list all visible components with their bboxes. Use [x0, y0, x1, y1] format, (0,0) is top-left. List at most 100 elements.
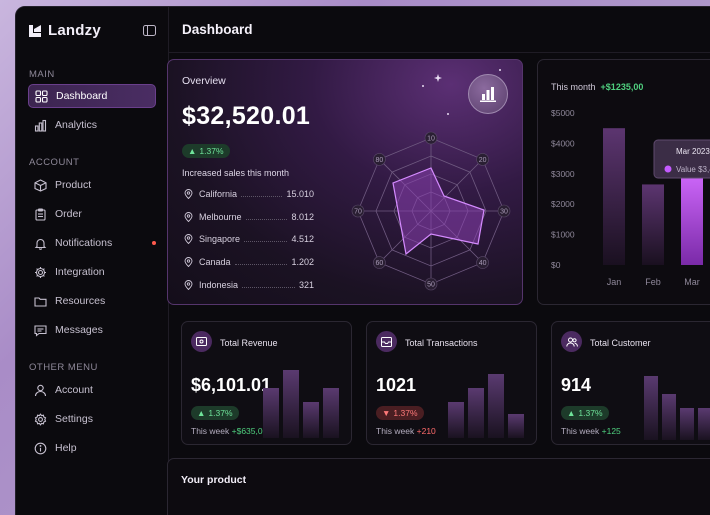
brand-name: Landzy — [48, 22, 101, 39]
stat-value: 1021 — [376, 375, 417, 395]
stat-card-customers: Total Customer 914 ▲ 1.37% This week +125 — [551, 321, 710, 445]
sidebar-collapse-icon[interactable] — [143, 25, 156, 36]
week-value: +210 — [416, 426, 436, 436]
mini-bar — [698, 408, 710, 440]
radar-tick-60: 60 — [376, 260, 384, 267]
box-icon — [34, 178, 47, 192]
location-row: Singapore 4.512 — [184, 232, 314, 246]
mini-bar — [323, 388, 339, 438]
sidebar-item-label: Messages — [55, 324, 103, 336]
sparkles-decoration — [422, 69, 501, 115]
sidebar-item-label: Product — [55, 179, 92, 191]
location-value: 1.202 — [291, 257, 314, 267]
x-tick-label: Mar — [684, 277, 700, 287]
chart-badge[interactable] — [468, 74, 508, 114]
sidebar-item-messages[interactable]: Messages — [28, 318, 156, 342]
sidebar-item-product[interactable]: Product — [28, 173, 156, 197]
info-icon — [34, 442, 47, 454]
x-tick-label: Feb — [645, 277, 661, 287]
stat-change: 1.37% — [208, 408, 233, 418]
location-name: Canada — [199, 257, 231, 267]
chart-bar[interactable] — [642, 184, 664, 265]
y-tick-label: $5000 — [551, 108, 575, 118]
sidebar-item-help[interactable]: Help — [28, 436, 156, 460]
sidebar-item-resources[interactable]: Resources — [28, 289, 156, 313]
bar-chart-icon — [480, 87, 496, 102]
y-tick-label: $3000 — [551, 169, 575, 179]
inbox-icon — [376, 331, 397, 352]
map-pin-icon — [184, 234, 193, 244]
sidebar-item-analytics[interactable]: Analytics — [28, 113, 156, 137]
location-value: 4.512 — [291, 234, 314, 244]
stat-title: Total Customer — [590, 338, 651, 348]
user-icon — [34, 384, 47, 396]
location-row: Indonesia 321 — [184, 278, 314, 292]
map-pin-icon — [184, 257, 193, 267]
chart-bar[interactable] — [603, 128, 625, 265]
section-account: ACCOUNT — [29, 157, 80, 168]
location-name: Melbourne — [199, 212, 242, 222]
week-value: +$635,00 — [231, 426, 268, 436]
sidebar-item-label: Integration — [55, 266, 105, 278]
section-other-menu: OTHER MENU — [29, 362, 98, 373]
y-tick-label: $2000 — [551, 199, 575, 209]
radar-tick-10: 10 — [427, 136, 435, 143]
sidebar-item-label: Help — [55, 442, 77, 454]
sidebar-item-label: Settings — [55, 413, 93, 425]
mini-bar — [448, 402, 464, 438]
mini-bar — [488, 374, 504, 438]
map-pin-icon — [184, 189, 193, 199]
mini-bar — [644, 376, 658, 440]
week-label: This week — [561, 426, 600, 436]
sidebar-item-notifications[interactable]: Notifications — [28, 231, 156, 255]
radar-tick-20: 20 — [479, 157, 487, 164]
stat-change-badge: ▲ 1.37% — [561, 406, 609, 420]
overview-card: Overview $32,520.01 ▲ 1.37% Increased sa… — [167, 59, 523, 305]
stat-card-revenue: Total Revenue $6,101.01 ▲ 1.37% This week… — [181, 321, 352, 445]
stat-title: Total Revenue — [220, 338, 278, 348]
location-name: Indonesia — [199, 280, 239, 290]
sidebar: Landzy MAIN Dashboard Analytics ACCOUNT … — [16, 7, 169, 515]
radar-tick-70: 70 — [354, 209, 362, 216]
brand[interactable]: Landzy — [28, 22, 101, 39]
month-summary: This month +$1235,00 — [551, 82, 643, 92]
stat-change: 1.37% — [578, 408, 603, 418]
product-title: Your product — [181, 474, 247, 486]
week-label: This week — [376, 426, 415, 436]
map-pin-icon — [184, 280, 193, 290]
stat-value: 914 — [561, 375, 592, 395]
radar-tick-80: 80 — [376, 157, 384, 164]
message-icon — [34, 324, 47, 337]
mini-bar — [508, 414, 524, 438]
sidebar-item-settings[interactable]: Settings — [28, 407, 156, 431]
page-title: Dashboard — [182, 22, 253, 37]
wallet-icon — [191, 331, 212, 352]
mini-bar — [283, 370, 299, 438]
location-row: California 15.010 — [184, 187, 314, 201]
bar-chart-icon — [34, 119, 47, 132]
top-bar: Dashboard — [169, 7, 710, 53]
stat-change-badge: ▼ 1.37% — [376, 406, 424, 420]
tooltip-date: Mar 2023 — [676, 147, 710, 156]
product-card: Your product — [167, 458, 710, 515]
overview-change-value: 1.37% — [199, 146, 224, 156]
arrow-up-icon: ▲ — [197, 408, 206, 418]
chart-tooltip: Mar 2023 Value $3,4 — [653, 139, 710, 179]
sidebar-item-label: Account — [55, 384, 93, 396]
stat-change-badge: ▲ 1.37% — [191, 406, 239, 420]
mini-bar — [303, 402, 319, 438]
stat-card-transactions: Total Transactions 1021 ▼ 1.37% This week… — [366, 321, 537, 445]
location-value: 15.010 — [286, 189, 314, 199]
mini-bar — [662, 394, 676, 440]
map-pin-icon — [184, 212, 193, 222]
sidebar-item-label: Analytics — [55, 119, 98, 131]
sidebar-item-dashboard[interactable]: Dashboard — [28, 84, 156, 108]
sidebar-item-integration[interactable]: Integration — [28, 260, 156, 284]
sidebar-item-order[interactable]: Order — [28, 202, 156, 226]
arrow-up-icon: ▲ — [188, 146, 197, 156]
location-value: 321 — [298, 280, 314, 290]
chart-bar[interactable] — [681, 167, 703, 265]
radar-tick-30: 30 — [500, 209, 508, 216]
sidebar-item-account[interactable]: Account — [28, 378, 156, 402]
location-value: 8.012 — [291, 212, 314, 222]
